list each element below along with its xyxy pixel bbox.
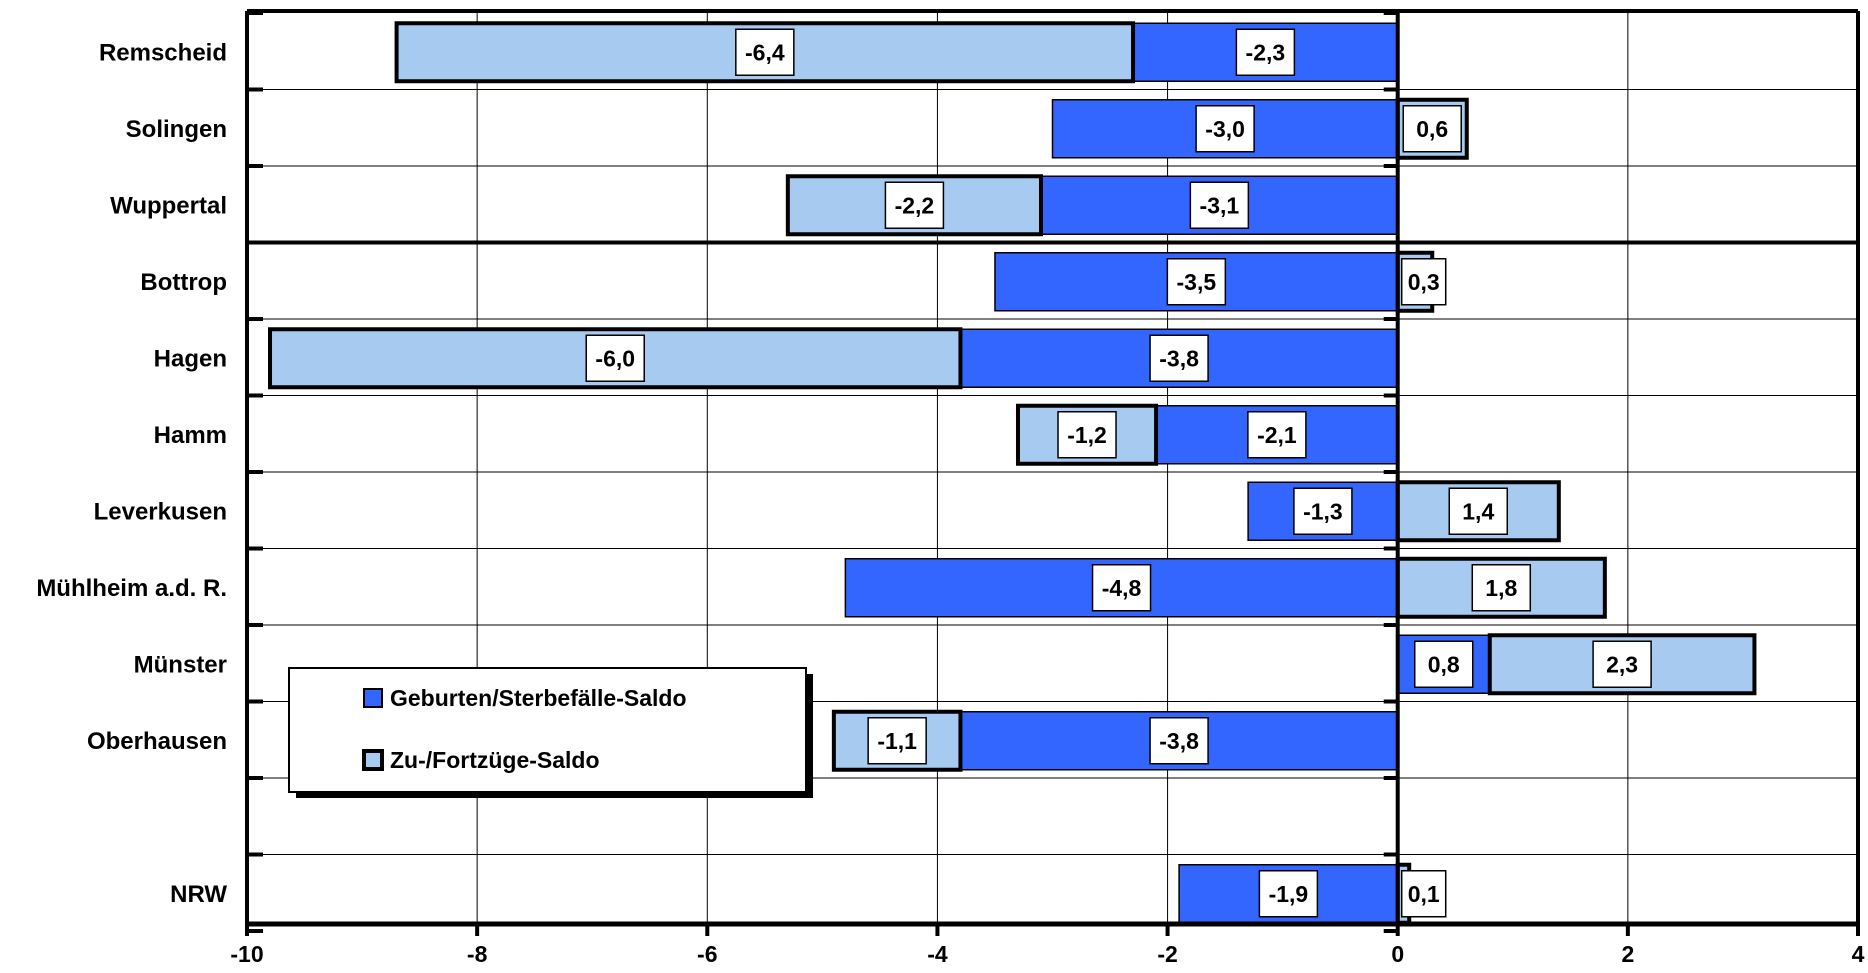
x-tick-label-7: 4 (1852, 941, 1865, 967)
legend-swatch-births (363, 688, 383, 708)
value-label-births-6-box (1293, 487, 1353, 535)
category-label-6: Leverkusen (94, 498, 227, 525)
axis-layer: -10 -8 -6 -4 -2 0 2 4 Remscheid Solingen Wuppertal… (36, 9, 1865, 967)
value-label-births-7: -4,8 (1102, 575, 1142, 601)
x-tick-label-2: -6 (697, 941, 717, 967)
value-label-births-0-box (1235, 28, 1296, 76)
category-label-7: Mühlheim a.d. R. (36, 575, 227, 602)
value-label-births-6: -1,3 (1303, 498, 1343, 524)
value-label-births-8: 0,8 (1428, 651, 1460, 677)
value-label-births-1-box (1195, 105, 1255, 153)
legend-label-births: Geburten/Sterbefälle-Saldo (390, 685, 687, 711)
value-label-births-11: -1,9 (1269, 881, 1309, 907)
value-label-births-3-box (1166, 258, 1227, 306)
category-label-1: Solingen (126, 116, 227, 143)
value-label-migration-4: -6,0 (595, 345, 635, 371)
value-label-migration-6: 1,4 (1462, 498, 1494, 524)
value-label-migration-8-box (1592, 640, 1652, 688)
x-tick-label-6: 2 (1621, 941, 1634, 967)
category-label-8: Münster (134, 651, 227, 678)
value-label-births-8-box (1413, 640, 1474, 688)
category-label-11: NRW (170, 881, 227, 908)
value-label-births-4: -3,8 (1159, 345, 1199, 371)
value-label-births-0: -2,3 (1246, 39, 1286, 65)
value-label-births-5: -2,1 (1257, 422, 1297, 448)
value-label-migration-9-box (867, 717, 927, 765)
legend-label-migration: Zu-/Fortzüge-Saldo (390, 747, 600, 773)
x-tick-label-5: 0 (1391, 941, 1404, 967)
value-label-migration-7: 1,8 (1485, 575, 1517, 601)
grid-layer (247, 11, 1858, 924)
category-label-0: Remscheid (99, 39, 227, 66)
value-label-births-9: -3,8 (1159, 728, 1199, 754)
value-label-migration-6-box (1448, 487, 1509, 535)
value-label-migration-8: 2,3 (1606, 651, 1638, 677)
category-label-3: Bottrop (140, 269, 227, 296)
value-label-migration-11: 0,1 (1408, 881, 1440, 907)
value-label-births-7-box (1091, 564, 1152, 612)
value-label-births-5-box (1247, 411, 1307, 459)
value-label-migration-5-box (1057, 411, 1117, 459)
value-label-migration-1: 0,6 (1416, 116, 1448, 142)
value-label-migration-5: -1,2 (1067, 422, 1107, 448)
value-label-migration-0: -6,4 (745, 39, 785, 65)
x-tick-label-0: -10 (230, 941, 263, 967)
legend-swatch-migration (362, 749, 384, 771)
value-label-births-2-box (1189, 181, 1250, 229)
category-label-2: Wuppertal (110, 192, 227, 219)
value-label-migration-2: -2,2 (895, 192, 935, 218)
value-label-migration-3: 0,3 (1408, 269, 1440, 295)
value-label-births-1: -3,0 (1205, 116, 1245, 142)
category-label-9: Oberhausen (87, 728, 227, 755)
value-label-births-11-box (1258, 870, 1319, 918)
value-label-migration-7-box (1471, 564, 1532, 612)
category-label-4: Hagen (154, 345, 227, 372)
x-tick-label-4: -2 (1157, 941, 1177, 967)
labels-layer: -2,3 -6,4 -3,0 0,6 -3,1 -2,2 -3,5 0,3 -3,8 -6,0 -2… (585, 28, 1652, 918)
value-label-births-9-box (1149, 717, 1209, 765)
value-label-migration-4-box (585, 334, 645, 382)
x-tick-label-3: -4 (927, 941, 948, 967)
value-label-migration-3-box (1400, 258, 1447, 306)
value-label-migration-1-box (1402, 105, 1462, 153)
value-label-migration-0-box (735, 28, 795, 76)
category-label-5: Hamm (154, 422, 227, 449)
value-label-births-2: -3,1 (1200, 192, 1240, 218)
value-label-migration-2-box (884, 181, 945, 229)
x-tick-label-1: -8 (467, 941, 488, 967)
value-label-migration-11-box (1400, 870, 1447, 918)
legend: Geburten/Sterbefälle-Saldo Zu-/Fortzüge-… (288, 667, 813, 798)
value-label-births-3: -3,5 (1177, 269, 1217, 295)
value-label-births-4-box (1149, 334, 1209, 382)
value-label-migration-9: -1,1 (877, 728, 917, 754)
